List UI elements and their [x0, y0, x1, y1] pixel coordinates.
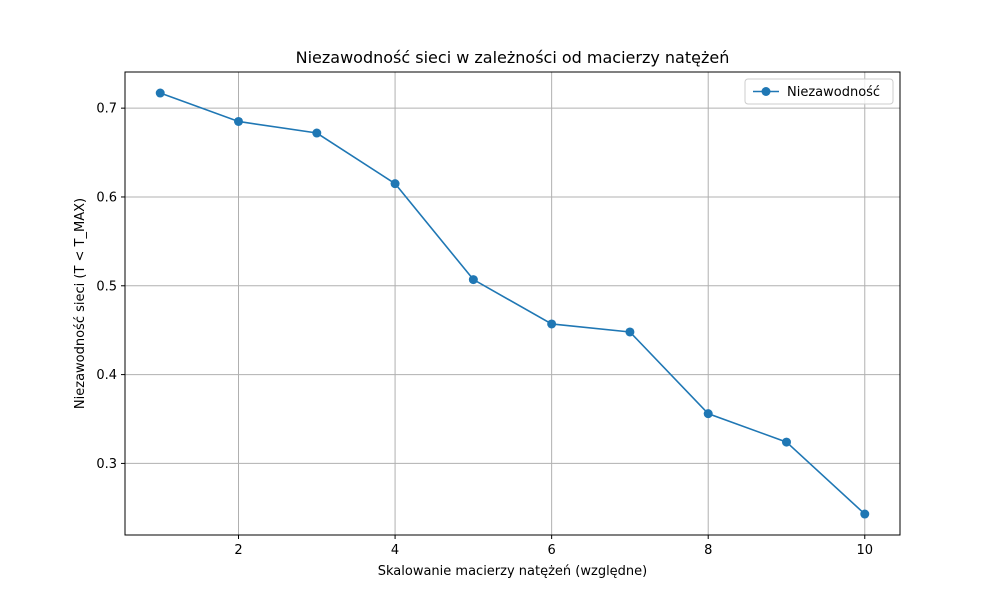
- x-tick-label: 2: [234, 543, 242, 558]
- grid: [125, 72, 900, 535]
- data-point: [312, 128, 322, 138]
- legend-label: Niezawodność: [787, 85, 880, 100]
- legend-box: [744, 78, 894, 105]
- x-tick-label: 6: [548, 543, 556, 558]
- series-line: [159, 92, 866, 515]
- data-point: [155, 88, 165, 98]
- x-axis-label: Skalowanie macierzy natężeń (względne): [378, 564, 648, 579]
- data-point: [390, 179, 400, 189]
- plot-frame: [124, 71, 901, 536]
- x-axis-ticks: 2 4 6 8 10: [234, 535, 873, 558]
- y-axis-ticks: 0.3 0.4 0.5 0.6 0.7: [96, 102, 125, 472]
- data-point: [234, 116, 244, 126]
- y-tick-label: 0.5: [96, 279, 117, 294]
- series-group: [155, 88, 870, 519]
- data-point: [860, 509, 870, 519]
- data-point: [625, 327, 635, 337]
- y-tick-label: 0.7: [96, 102, 117, 117]
- x-tick-label: 10: [856, 543, 873, 558]
- x-tick-label: 8: [704, 543, 712, 558]
- y-tick-label: 0.6: [96, 190, 117, 205]
- y-tick-label: 0.3: [96, 457, 117, 472]
- y-tick-label: 0.4: [96, 368, 117, 383]
- data-point: [781, 437, 791, 447]
- x-tick-label: 4: [391, 543, 399, 558]
- chart-title: Niezawodność sieci w zależności od macie…: [296, 48, 730, 67]
- data-point: [547, 319, 557, 329]
- data-point: [468, 275, 478, 285]
- y-axis-label: Niezawodność sieci (T < T_MAX): [73, 198, 88, 409]
- legend-marker: [761, 87, 771, 96]
- data-point: [703, 409, 713, 419]
- legend: Niezawodność: [744, 78, 894, 105]
